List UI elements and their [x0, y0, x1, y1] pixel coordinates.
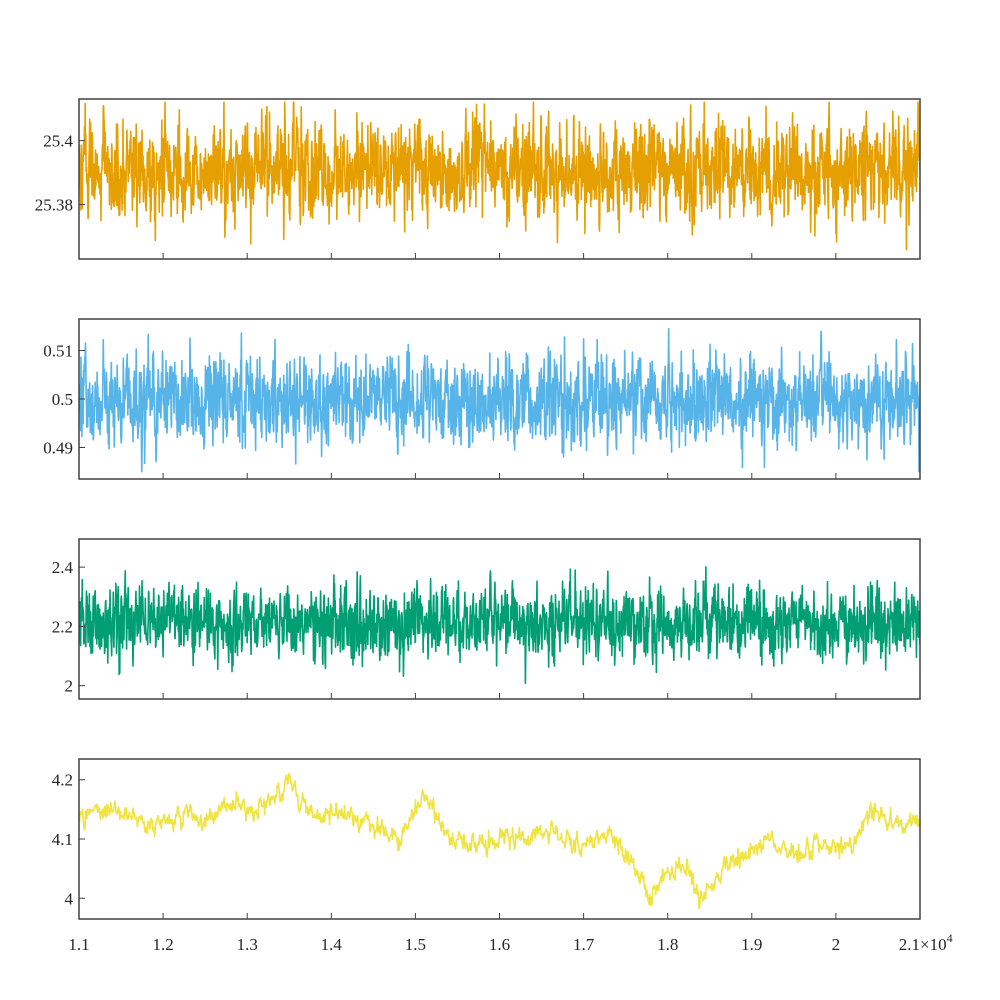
y-tick-label: 25.4	[43, 132, 73, 151]
panel-3: 2 2.2 2.4	[52, 538, 921, 700]
panel-2: 0.49 0.5 0.51	[43, 318, 921, 480]
x-tick-label: 1.3	[237, 935, 258, 954]
x-tick-label: 1.2	[152, 935, 173, 954]
x-exponent-base: ×10	[920, 935, 947, 954]
x-tick-labels: 1.1 1.2 1.3 1.4 1.5 1.6 1.7 1.8 1.9 2 2.1	[68, 935, 920, 954]
y-tick-label: 25.38	[35, 196, 73, 215]
x-tick-label: 1.5	[405, 935, 426, 954]
panel-4: 4 4.1 4.2	[52, 758, 921, 920]
series-line-3	[79, 565, 920, 685]
y-tick-label: 2	[65, 677, 74, 696]
y-tick-label: 4.1	[52, 830, 73, 849]
x-tick-label: 1.6	[489, 935, 510, 954]
y-tick-label: 0.49	[43, 438, 73, 457]
panels: 25.38 25.4 0.49 0.5 0.51 2 2.2 2.4 4 4.1 4.2	[35, 98, 921, 920]
x-tick-label: 1.1	[68, 935, 89, 954]
y-tick-label: 4.2	[52, 771, 73, 790]
y-tick-label: 2.4	[52, 558, 74, 577]
shared-x-axis: 1.1 1.2 1.3 1.4 1.5 1.6 1.7 1.8 1.9 2 2.1 ×104	[68, 931, 952, 954]
x-exponent-power: 4	[947, 931, 953, 945]
x-tick-label: 2	[832, 935, 841, 954]
panel-1: 25.38 25.4	[35, 98, 921, 260]
y-tick-label: 2.2	[52, 617, 73, 636]
series-line-2	[79, 327, 920, 473]
x-tick-label: 2.1	[899, 935, 920, 954]
y-tick-label: 0.5	[52, 390, 73, 409]
y-tick-label: 4	[65, 889, 74, 908]
x-tick-label: 1.7	[573, 935, 595, 954]
y-tick-label: 0.51	[43, 342, 73, 361]
x-tick-label: 1.8	[657, 935, 678, 954]
series-line-4	[79, 772, 920, 910]
series-line-1	[79, 101, 920, 251]
x-tick-label: 1.4	[321, 935, 343, 954]
x-tick-label: 1.9	[741, 935, 762, 954]
x-axis-exponent: ×104	[920, 931, 953, 954]
